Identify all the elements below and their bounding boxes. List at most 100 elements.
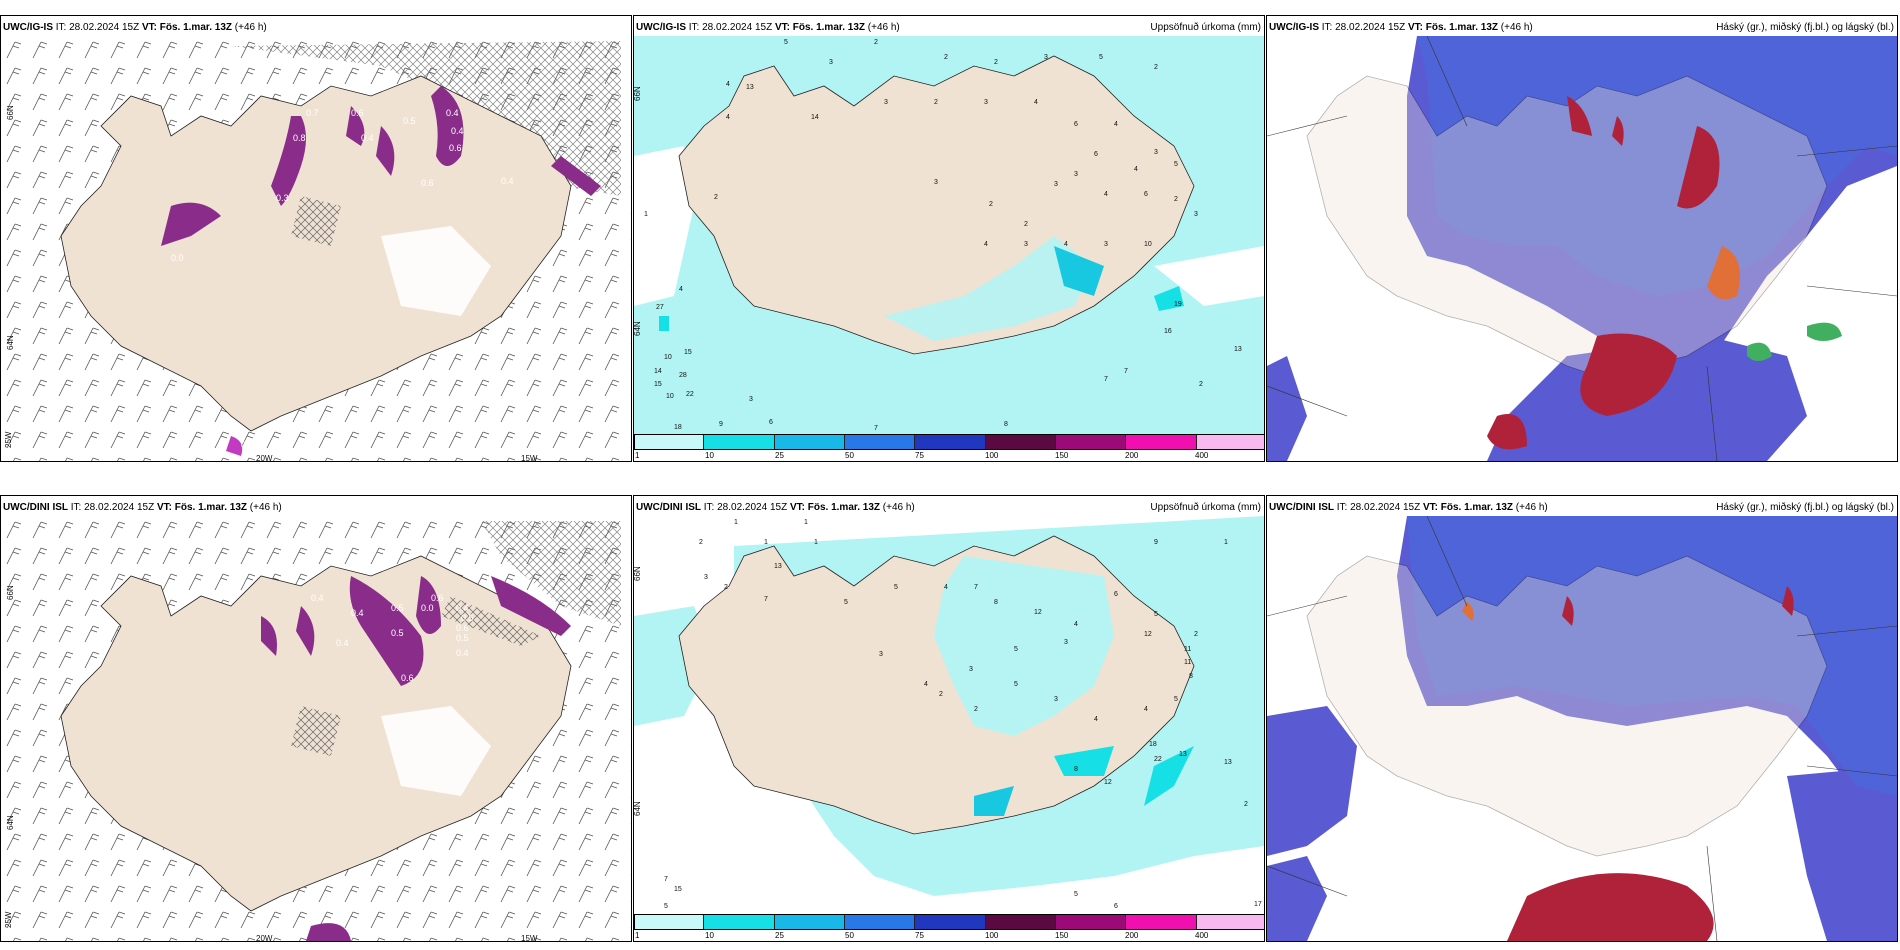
precip-value: 5 [894,584,898,591]
precip-value: 0.5 [391,628,404,638]
lead-time: (+46 h) [867,22,900,33]
precip-value-labels: 2 1 1 1 13 3 2 7 5 5 4 7 8 12 4 6 5 2 9 … [664,519,1262,910]
lat-label-64n: 64N [6,335,15,350]
panel-title: UWC/DINI ISL IT: 28.02.2024 15Z VT: Fös.… [636,502,915,513]
model-name: UWC/DINI ISL [3,502,68,513]
vt-label: VT: [774,22,790,33]
colorbar-segment [1055,434,1127,450]
precip-value: 12 [1144,631,1152,638]
precip-value: 0.6 [351,108,364,118]
precip-value: 10 [1144,241,1152,248]
precip-value: 4 [726,81,730,88]
vt-label: VT: [1422,502,1438,513]
precip-value: 15 [654,381,662,388]
precip-value: 0.5 [461,613,474,623]
precip-value: 0.4 [311,593,324,603]
precip-value: 15 [674,886,682,893]
precip-value: 0.4 [456,603,469,613]
precip-value: 3 [1054,696,1058,703]
precip-value: 0.0 [171,253,184,263]
precip-value: 4 [984,241,988,248]
precip-value: 11 [1184,646,1191,653]
precip-value: 2 [714,194,718,201]
precip-value: 7 [1124,368,1128,375]
vt-value: Fös. 1.mar. 13Z [1440,502,1514,513]
colorbar-tick: 400 [1195,931,1209,940]
lead-time: (+46 h) [234,22,267,33]
precip-value: 17 [1254,901,1262,908]
colorbar-tick: 1 [635,451,640,460]
lon-label-25w: 25W [4,431,13,448]
colorbar-frame [634,434,1264,450]
precip-value: 1 [814,539,818,546]
precip-value: 0.0 [421,603,434,613]
precip-value: 5 [1074,891,1078,898]
precip-value: 5 [1014,646,1018,653]
precip-value: 4 [1034,99,1038,106]
precip-value: 3 [1104,241,1108,248]
colorbar-tick: 400 [1195,451,1209,460]
lon-label-20w: 20W [256,934,273,942]
colorbar-tick: 10 [705,451,714,460]
precip-value: 3 [1074,171,1078,178]
precip-value: 3 [969,666,973,673]
lat-label-64n: 64N [633,321,642,336]
lon-label-20w: 20W [256,454,273,462]
precip-value: 5 [664,903,668,910]
precip-value: 3 [749,396,753,403]
precip-value: 0.4 [501,176,514,186]
precip-value: 0.4 [451,126,464,136]
cloud-panel-dini: UWC/DINI ISL IT: 28.02.2024 15Z VT: Fös.… [1266,495,1898,942]
panel-title: UWC/IG-IS IT: 28.02.2024 15Z VT: Fös. 1.… [3,22,267,33]
precip-map [634,36,1264,434]
vt-value: Fös. 1.mar. 13Z [1425,22,1499,33]
it-label: IT: [70,502,82,513]
precip-value: 3 [984,99,988,106]
colorbar-tick: 50 [845,451,854,460]
precip-value: 13 [1179,751,1187,758]
precip-value: 2 [974,706,978,713]
it-value: 28.02.2024 15Z [1350,502,1421,513]
precip-value: 0.6 [456,623,469,633]
accum-precip-panel-igis: UWC/IG-IS IT: 28.02.2024 15Z VT: Fös. 1.… [633,15,1265,462]
colorbar-tick: 75 [915,931,924,940]
lon-label-15w: 15W [521,934,538,942]
colorbar-tick: 10 [705,931,714,940]
panel-title: UWC/DINI ISL IT: 28.02.2024 15Z VT: Fös.… [1269,502,1548,513]
precip-value: 28 [679,372,687,379]
precip-value: 0.6 [421,178,434,188]
precip-value: 2 [1244,801,1248,808]
it-value: 28.02.2024 15Z [84,502,155,513]
colorbar-segment [844,914,916,930]
vt-label: VT: [141,22,157,33]
lead-time: (+46 h) [1500,22,1533,33]
lead-time: (+46 h) [1515,502,1548,513]
colorbar-tick: 200 [1125,931,1139,940]
panel-title: UWC/IG-IS IT: 28.02.2024 15Z VT: Fös. 1.… [636,22,900,33]
precip-colorbar [634,914,1264,930]
precip-value-labels: 5 3 2 2 2 3 5 2 4 13 4 14 3 2 3 4 6 4 3 … [644,39,1242,432]
precip-value: 5 [1154,611,1158,618]
precip-value: 0.5 [391,603,404,613]
colorbar-segment [1196,914,1264,930]
precip-value: 7 [974,584,978,591]
field-title: Háský (gr.), miðský (fj.bl.) og lágský (… [1716,502,1894,513]
precip-value-labels: 0.7 0.8 0.6 0.4 0.5 0.3 0.4 0.4 0.6 0.6 … [171,108,514,450]
cloud-map [1267,516,1897,941]
precip-value: 10 [664,354,672,361]
vt-label: VT: [1407,22,1423,33]
lead-time: (+46 h) [249,502,282,513]
lat-label-64n: 64N [633,801,642,816]
precip-value: 0.3 [276,193,289,203]
field-title: Uppsöfnuð úrkoma (mm) [1150,502,1261,513]
precip-value: 3 [1054,181,1058,188]
precip-value: 4 [1104,191,1108,198]
precip-value: 2 [989,201,993,208]
colorbar-segment [704,434,775,450]
precip-value: 6 [1074,121,1078,128]
model-name: UWC/IG-IS [636,22,686,33]
precip-value: 1 [804,519,808,526]
lon-label-25w: 25W [4,911,13,928]
precip-value: 4 [944,584,948,591]
vt-value: Fös. 1.mar. 13Z [159,22,233,33]
